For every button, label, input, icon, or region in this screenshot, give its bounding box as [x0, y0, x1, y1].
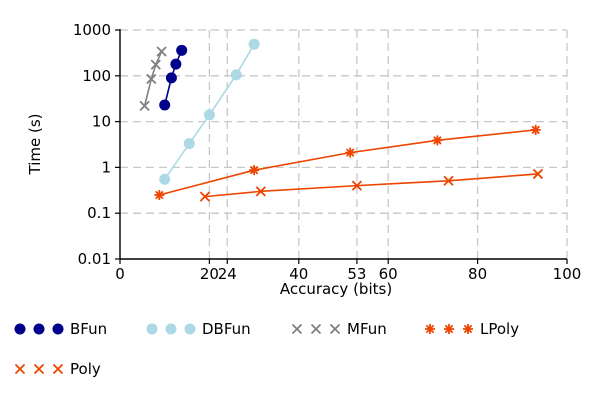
legend-marker-lpoly-1: [444, 324, 454, 334]
series-line-mfun: [143, 51, 163, 107]
x-tick-label-1: 20: [200, 265, 219, 283]
x-axis-label: Accuracy (bits): [280, 280, 392, 298]
data-point-bfun-0: [159, 99, 171, 111]
data-point-lpoly-3: [432, 135, 443, 146]
data-point-poly-4: [532, 168, 544, 180]
data-point-lpoly-1: [249, 165, 260, 176]
legend-marker-dbfun-1: [165, 323, 177, 335]
series-mfun: [139, 46, 167, 112]
y-tick-label-5: 1000: [73, 21, 111, 39]
data-point-dbfun-1: [183, 138, 195, 150]
data-point-dbfun-4: [248, 38, 260, 50]
legend-marker-lpoly-2: [463, 324, 473, 334]
legend-label-bfun: BFun: [70, 320, 107, 338]
data-point-dbfun-0: [159, 173, 171, 185]
legend-marker-bfun-1: [33, 323, 45, 335]
data-point-poly-3: [443, 175, 454, 186]
data-point-bfun-2: [170, 58, 182, 70]
legend-marker-bfun-0: [14, 323, 26, 335]
legend-marker-mfun-2: [329, 323, 341, 335]
legend-marker-poly-1: [33, 363, 45, 375]
legend-item-bfun: BFun: [14, 320, 107, 338]
data-point-dbfun-2: [203, 109, 215, 121]
y-tick-label-1: 0.1: [87, 204, 111, 222]
y-tick-label-0: 0.01: [78, 250, 111, 268]
data-point-mfun-1: [146, 73, 157, 85]
x-tick-label-5: 60: [379, 265, 398, 283]
series-poly: [199, 168, 544, 202]
x-tick-label-3: 40: [289, 265, 308, 283]
data-point-poly-2: [351, 180, 363, 191]
data-point-mfun-2: [150, 59, 161, 70]
data-point-bfun-3: [176, 44, 188, 56]
x-tick-label-6: 80: [468, 265, 487, 283]
data-point-mfun-0: [139, 100, 150, 112]
legend-label-poly: Poly: [70, 360, 101, 378]
legend-marker-poly-0: [14, 363, 26, 375]
legend-marker-lpoly-0: [425, 324, 435, 334]
series-bfun: [159, 44, 188, 111]
series-lpoly: [154, 124, 541, 200]
legend-marker-bfun-2: [52, 323, 64, 335]
legend: BFun DBFun MFun LPoly Poly: [14, 320, 519, 378]
y-tick-label-2: 1: [101, 158, 111, 176]
grid-lines: [120, 29, 568, 259]
x-tick-label-4: 53: [347, 265, 366, 283]
legend-item-poly: Poly: [14, 360, 101, 378]
data-point-poly-0: [199, 191, 211, 202]
data-point-bfun-1: [165, 72, 177, 84]
legend-marker-poly-2: [52, 363, 64, 375]
y-axis-label: Time (s): [26, 114, 44, 176]
series: [139, 38, 544, 202]
legend-label-lpoly: LPoly: [480, 320, 519, 338]
legend-marker-mfun-1: [310, 323, 322, 335]
x-tick-label-7: 100: [553, 265, 582, 283]
data-point-poly-1: [255, 186, 266, 197]
y-tick-label-3: 10: [92, 113, 111, 131]
x-tick-label-2: 24: [218, 265, 237, 283]
series-line-lpoly: [159, 129, 536, 196]
series-line-poly: [204, 173, 539, 198]
y-tick-label-4: 100: [82, 67, 111, 85]
data-point-mfun-3: [156, 46, 167, 57]
data-point-lpoly-2: [345, 147, 356, 158]
series-line-bfun: [163, 50, 183, 106]
data-point-lpoly-4: [530, 124, 541, 135]
series-dbfun: [159, 38, 260, 185]
legend-item-lpoly: LPoly: [425, 320, 519, 338]
legend-marker-mfun-0: [291, 323, 303, 335]
axes: [115, 29, 568, 264]
x-tick-label-0: 0: [115, 265, 125, 283]
data-point-dbfun-3: [230, 69, 242, 81]
legend-label-mfun: MFun: [347, 320, 387, 338]
data-point-lpoly-0: [154, 189, 165, 200]
legend-marker-dbfun-2: [184, 323, 196, 335]
legend-item-dbfun: DBFun: [146, 320, 251, 338]
legend-marker-dbfun-0: [146, 323, 158, 335]
legend-label-dbfun: DBFun: [202, 320, 251, 338]
legend-item-mfun: MFun: [291, 320, 387, 338]
